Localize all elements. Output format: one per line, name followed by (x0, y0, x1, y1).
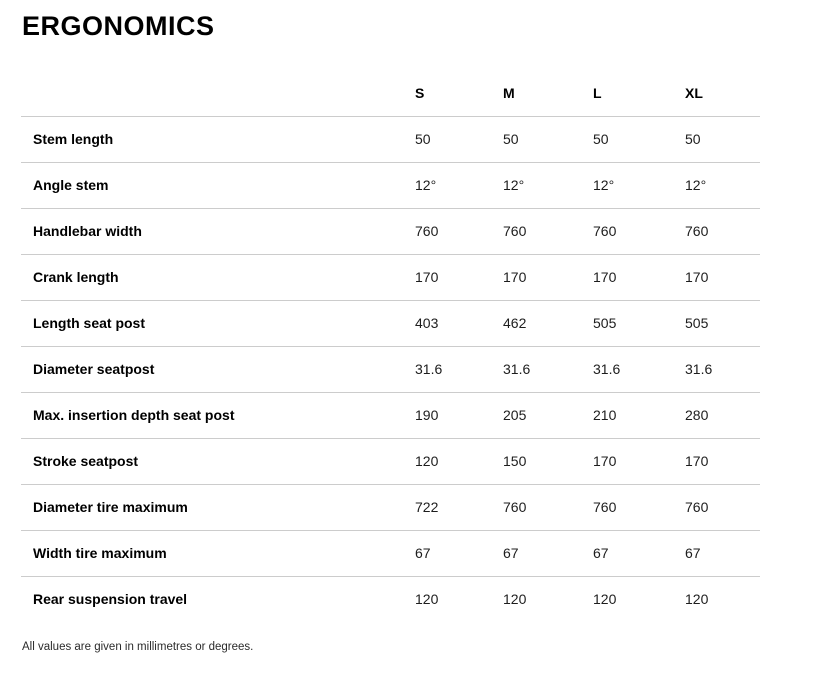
cell-value-l: 170 (593, 269, 617, 285)
row-label: Stroke seatpost (33, 453, 139, 469)
cell-value-xl: 505 (685, 315, 709, 331)
cell-value-m: 205 (503, 407, 527, 423)
table-row: Angle stem 12° 12° 12° 12° (21, 162, 760, 208)
row-label: Max. insertion depth seat post (33, 407, 235, 423)
table-row: Handlebar width 760 760 760 760 (21, 208, 760, 254)
page-title: ERGONOMICS (22, 11, 215, 41)
cell-value-xl: 67 (685, 545, 701, 561)
column-header-l: L (593, 85, 602, 102)
cell-value-s: 12° (415, 177, 437, 193)
cell-value-xl: 280 (685, 407, 709, 423)
cell-value-s: 67 (415, 545, 431, 561)
cell-value-l: 210 (593, 407, 617, 423)
table-row: Diameter seatpost 31.6 31.6 31.6 31.6 (21, 346, 760, 392)
cell-value-s: 120 (415, 453, 439, 469)
cell-value-xl: 120 (685, 591, 709, 608)
label-column-spacer (21, 71, 415, 116)
cell-value-m: 67 (503, 545, 519, 561)
column-header-xl: XL (685, 85, 703, 102)
cell-value-xl: 50 (685, 131, 701, 147)
table-header-row: S M L XL (21, 71, 760, 116)
cell-value-m: 31.6 (503, 361, 531, 377)
cell-value-xl: 760 (685, 499, 709, 515)
cell-value-m: 120 (503, 591, 527, 608)
table-row: Max. insertion depth seat post 190 205 210 2… (21, 392, 760, 438)
ergonomics-spec-table: S M L XL Stem length 50 50 50 50 Angle stem 12° 12… (21, 71, 760, 622)
column-header-m: M (503, 85, 515, 102)
cell-value-l: 170 (593, 453, 617, 469)
cell-value-l: 67 (593, 545, 609, 561)
cell-value-m: 462 (503, 315, 527, 331)
table-header: S M L XL (21, 71, 760, 116)
cell-value-s: 403 (415, 315, 439, 331)
cell-value-m: 50 (503, 131, 519, 147)
cell-value-s: 31.6 (415, 361, 443, 377)
cell-value-s: 190 (415, 407, 439, 423)
row-label: Handlebar width (33, 223, 142, 239)
row-label: Diameter seatpost (33, 361, 155, 377)
table-row: Stem length 50 50 50 50 (21, 116, 760, 162)
table-row: Stroke seatpost 120 150 170 170 (21, 438, 760, 484)
cell-value-xl: 760 (685, 223, 709, 239)
table-row: Diameter tire maximum 722 760 760 760 (21, 484, 760, 530)
cell-value-m: 170 (503, 269, 527, 285)
cell-value-s: 50 (415, 131, 431, 147)
table-row: Rear suspension travel 120 120 120 120 (21, 576, 760, 622)
units-footnote: All values are given in millimetres or d… (22, 641, 254, 653)
cell-value-l: 120 (593, 591, 617, 608)
row-label: Width tire maximum (33, 545, 167, 561)
cell-value-l: 12° (593, 177, 615, 193)
row-label: Angle stem (33, 177, 109, 193)
cell-value-m: 150 (503, 453, 527, 469)
row-label: Crank length (33, 269, 119, 285)
row-label: Diameter tire maximum (33, 499, 188, 515)
cell-value-m: 12° (503, 177, 525, 193)
cell-value-l: 760 (593, 499, 617, 515)
cell-value-s: 722 (415, 499, 439, 515)
cell-value-xl: 170 (685, 453, 709, 469)
cell-value-m: 760 (503, 223, 527, 239)
cell-value-l: 760 (593, 223, 617, 239)
row-label: Rear suspension travel (33, 591, 188, 608)
table-row: Crank length 170 170 170 170 (21, 254, 760, 300)
table-row: Length seat post 403 462 505 505 (21, 300, 760, 346)
table-body: Stem length 50 50 50 50 Angle stem 12° 12° 12° 12… (21, 116, 760, 622)
cell-value-xl: 12° (685, 177, 707, 193)
cell-value-xl: 170 (685, 269, 709, 285)
cell-value-m: 760 (503, 499, 527, 515)
cell-value-s: 760 (415, 223, 439, 239)
cell-value-xl: 31.6 (685, 361, 713, 377)
cell-value-l: 50 (593, 131, 609, 147)
cell-value-s: 170 (415, 269, 439, 285)
table-row: Width tire maximum 67 67 67 67 (21, 530, 760, 576)
cell-value-l: 505 (593, 315, 617, 331)
column-header-s: S (415, 85, 425, 102)
cell-value-l: 31.6 (593, 361, 621, 377)
row-label: Length seat post (33, 315, 146, 331)
cell-value-s: 120 (415, 591, 439, 608)
row-label: Stem length (33, 131, 114, 147)
